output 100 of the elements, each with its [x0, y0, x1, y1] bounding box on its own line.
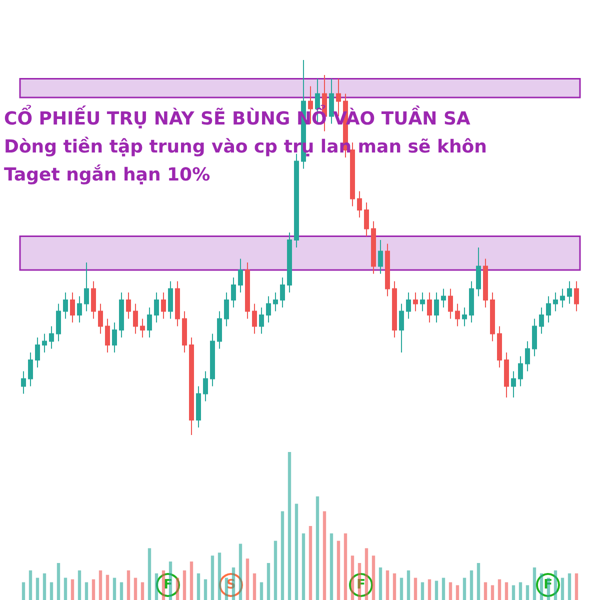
bar — [56, 563, 60, 600]
candlestick — [483, 258, 488, 308]
candlestick — [84, 262, 89, 312]
bar — [98, 570, 102, 600]
annotation: S — [226, 578, 236, 592]
bar — [294, 504, 298, 600]
bar — [364, 548, 368, 600]
candlestick — [427, 292, 432, 323]
candlestick — [567, 280, 572, 304]
candlestick — [560, 288, 565, 308]
bar — [316, 496, 320, 600]
candlestick — [476, 247, 481, 297]
candlestick — [371, 220, 376, 274]
bar — [42, 573, 46, 600]
candlestick — [469, 280, 474, 323]
bar — [134, 578, 138, 600]
candlestick — [448, 288, 453, 320]
candlestick — [42, 333, 47, 353]
bar — [78, 570, 82, 600]
candlestick — [91, 280, 96, 320]
candlestick — [28, 352, 33, 387]
candlestick — [511, 370, 516, 398]
candlestick — [266, 296, 271, 323]
bar — [84, 582, 88, 600]
candlestick — [287, 232, 292, 293]
bar — [204, 579, 208, 600]
candlestick — [217, 310, 222, 350]
bar — [70, 579, 74, 600]
bar — [120, 582, 124, 600]
candlestick — [420, 292, 425, 312]
candlestick — [406, 292, 411, 320]
bar — [28, 570, 32, 600]
bar — [36, 578, 40, 600]
bar — [224, 578, 228, 600]
bar — [210, 556, 214, 600]
candlestick — [238, 258, 243, 293]
bar — [196, 573, 200, 600]
bar — [400, 578, 404, 600]
bar — [92, 579, 96, 600]
bar — [568, 573, 572, 600]
candlestick — [392, 280, 397, 338]
bar — [106, 574, 110, 600]
bar — [260, 582, 264, 600]
bar — [280, 511, 284, 600]
bar — [392, 573, 396, 600]
candlestick — [161, 292, 166, 320]
candlestick — [518, 356, 523, 387]
candlestick — [539, 307, 544, 334]
bar — [252, 573, 256, 600]
bar — [448, 582, 452, 600]
candlestick — [434, 292, 439, 323]
bar — [442, 578, 446, 600]
bar — [476, 563, 480, 600]
bar — [504, 582, 508, 600]
candlestick — [63, 292, 68, 320]
bar — [378, 567, 382, 600]
bar — [560, 578, 564, 600]
candlestick — [259, 307, 264, 334]
candlestick — [462, 307, 467, 327]
bar — [512, 585, 516, 600]
bar — [218, 552, 222, 600]
bar — [182, 570, 186, 600]
candlestick — [378, 240, 383, 274]
bar — [554, 570, 558, 600]
candlestick — [168, 280, 173, 320]
candlestick — [350, 142, 355, 207]
candlestick — [553, 292, 558, 312]
bar — [288, 452, 292, 600]
candlestick — [252, 303, 257, 334]
bar — [428, 579, 432, 600]
candlestick — [133, 303, 138, 334]
bar — [406, 570, 410, 600]
annotation: Taget ngắn hạn 10% — [4, 164, 210, 186]
bar — [434, 580, 438, 600]
annotation: F — [356, 578, 366, 592]
candlestick — [532, 318, 537, 357]
bar — [414, 578, 418, 600]
candlestick — [182, 310, 187, 353]
candlestick — [210, 333, 215, 387]
candlestick — [196, 386, 201, 428]
bar — [386, 570, 390, 600]
candlestick — [245, 262, 250, 320]
candlestick — [441, 288, 446, 308]
bar — [526, 585, 530, 600]
bar — [22, 582, 26, 600]
candlestick — [490, 292, 495, 342]
bar — [344, 533, 348, 600]
candlestick — [112, 322, 117, 353]
candlestick — [49, 326, 54, 350]
candlestick — [21, 370, 26, 394]
bar — [470, 570, 474, 600]
candlestick — [56, 303, 61, 342]
bar — [190, 562, 194, 600]
bar — [162, 570, 166, 600]
candlestick — [385, 243, 390, 297]
bar — [308, 526, 312, 600]
annotation: F — [544, 578, 552, 592]
candlestick — [98, 303, 103, 334]
bar — [64, 578, 68, 600]
candlestick — [497, 326, 502, 368]
